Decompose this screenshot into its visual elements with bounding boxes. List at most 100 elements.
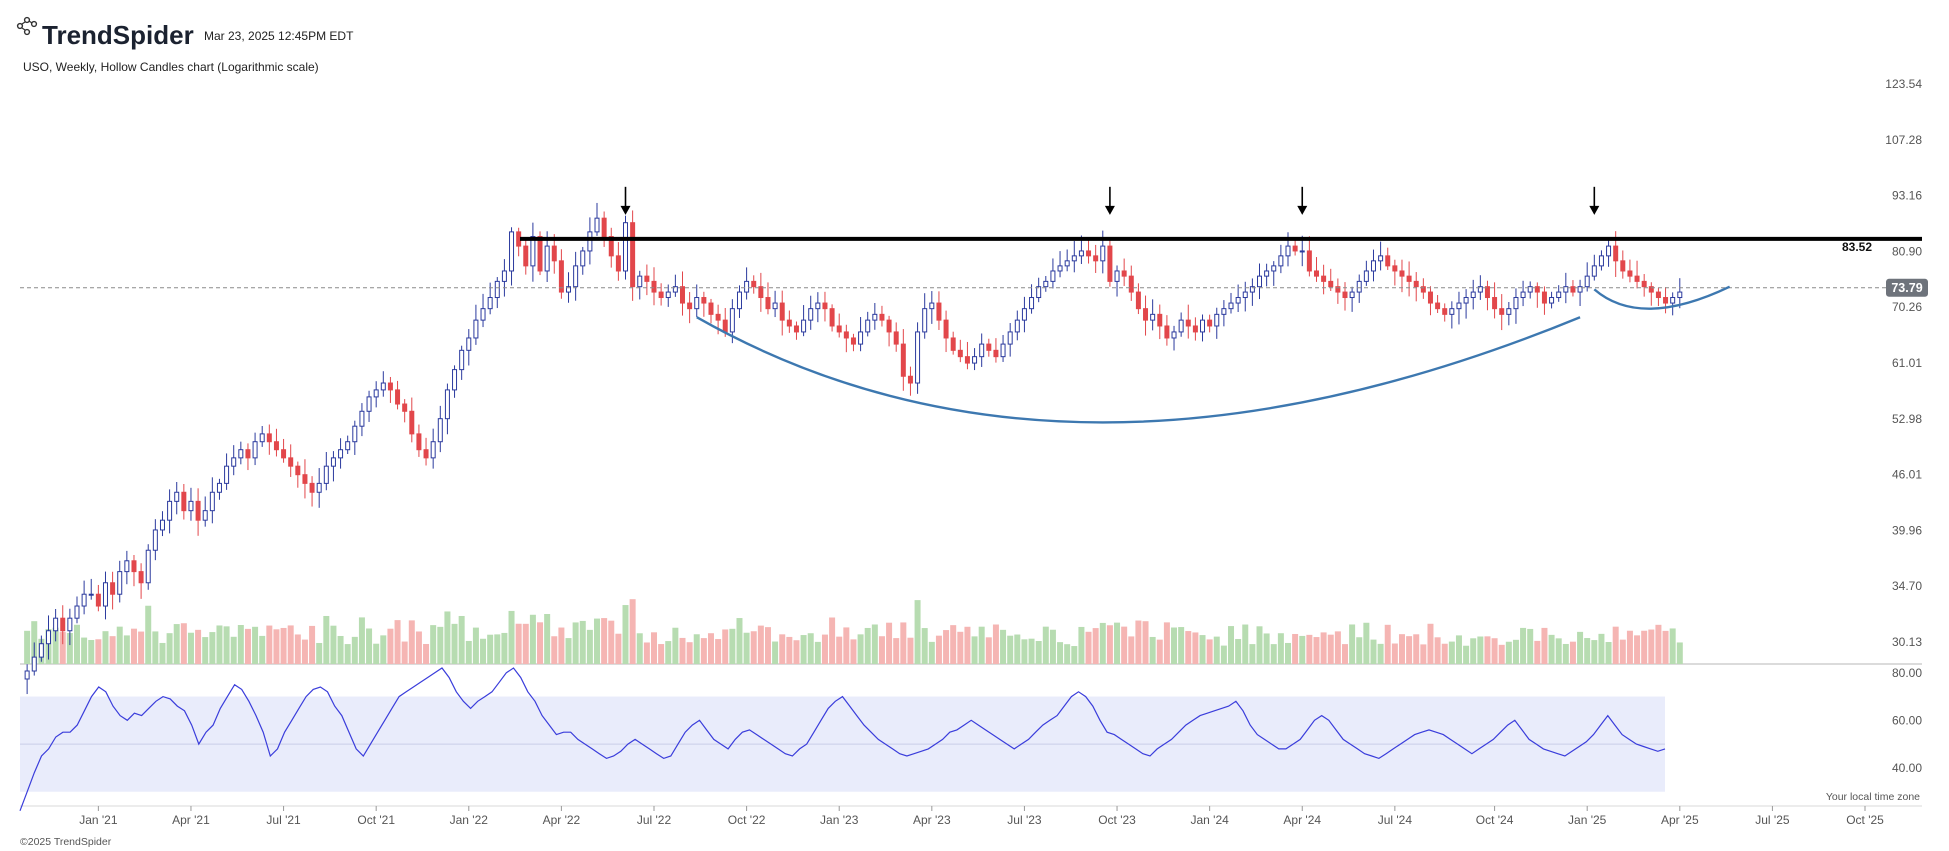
candle — [1306, 236, 1312, 277]
volume-bar — [1185, 631, 1192, 664]
candle — [772, 290, 778, 318]
price-y-tick: 123.54 — [1885, 77, 1922, 91]
volume-bar — [608, 620, 615, 664]
volume-bar — [1049, 629, 1056, 664]
volume-bar — [522, 623, 529, 664]
volume-bar — [1356, 637, 1363, 664]
volume-bar — [1142, 621, 1149, 664]
x-tick-label: Jan '24 — [1190, 813, 1229, 827]
candle — [658, 283, 664, 306]
price-y-tick: 52.98 — [1892, 412, 1922, 426]
volume-bar — [1341, 644, 1348, 664]
x-tick: Jan '21 — [79, 806, 118, 827]
volume-bar — [935, 635, 942, 664]
volume-bar — [693, 634, 700, 664]
volume-bar — [1099, 622, 1106, 664]
candle — [138, 563, 144, 599]
x-tick: Oct '23 — [1098, 806, 1136, 827]
candle — [1677, 278, 1683, 309]
volume-bar — [1064, 644, 1071, 664]
volume-bar — [1135, 620, 1142, 664]
down-arrow-icon — [1589, 186, 1600, 215]
volume-bar — [1406, 636, 1413, 664]
x-tick: Oct '25 — [1846, 806, 1884, 827]
volume-bar — [1377, 643, 1384, 664]
volume-bar — [1042, 626, 1049, 664]
volume-bar — [715, 639, 722, 664]
candle — [1513, 288, 1519, 324]
volume-bar — [586, 629, 593, 664]
candle — [815, 292, 821, 323]
candle — [1598, 250, 1604, 271]
brand-logo-icon — [16, 16, 38, 36]
candle — [708, 298, 714, 324]
volume-bar — [1505, 641, 1512, 664]
volume-bar — [465, 640, 472, 664]
candle — [1021, 296, 1027, 333]
candle — [1356, 274, 1362, 303]
volume-bar — [1484, 636, 1491, 664]
volume-bar — [216, 625, 223, 664]
volume-bar — [636, 633, 643, 664]
candle — [1221, 300, 1227, 327]
volume-bar — [1156, 639, 1163, 664]
candle — [1164, 315, 1170, 346]
candle — [1107, 237, 1113, 287]
candle — [1463, 289, 1469, 319]
volume-bar — [109, 636, 116, 664]
x-tick: Apr '25 — [1661, 806, 1699, 827]
volume-bar — [793, 640, 800, 664]
volume-bar — [1192, 632, 1199, 664]
candle — [1606, 238, 1612, 267]
candle — [494, 277, 500, 309]
candle — [1670, 292, 1676, 316]
volume-bar — [1641, 630, 1648, 664]
candle — [523, 238, 529, 275]
candle — [1435, 295, 1441, 313]
candle — [836, 313, 842, 338]
handle-curve — [1593, 285, 1731, 310]
volume-bar — [757, 625, 764, 664]
candle — [900, 329, 906, 391]
volume-bar — [230, 636, 237, 664]
candle — [330, 451, 336, 482]
candle — [102, 571, 108, 620]
volume-bar — [415, 631, 422, 664]
price-y-tick: 107.28 — [1885, 133, 1922, 147]
candle — [858, 317, 864, 352]
candle — [430, 428, 436, 469]
volume-bar — [1128, 636, 1135, 664]
volume-bar — [102, 631, 109, 664]
price-y-tick: 46.01 — [1892, 468, 1922, 482]
volume-bar — [943, 630, 950, 664]
candle — [808, 295, 814, 330]
candle — [67, 608, 73, 646]
volume-bar — [985, 637, 992, 664]
candle — [387, 376, 393, 403]
candle — [1093, 244, 1099, 273]
candle — [24, 664, 30, 695]
volume-bar — [1427, 623, 1434, 664]
x-tick-label: Jul '25 — [1755, 813, 1790, 827]
candle — [850, 333, 856, 352]
volume-bar — [1313, 637, 1320, 664]
candle — [1242, 281, 1248, 312]
volume-bar — [1085, 631, 1092, 664]
volume-bar — [1349, 624, 1356, 664]
volume-bar — [294, 634, 301, 664]
candle — [309, 476, 315, 507]
volume-bar — [907, 637, 914, 664]
volume-bar — [301, 639, 308, 664]
volume-bar — [330, 625, 337, 664]
volume-bar — [1605, 642, 1612, 664]
volume-bar — [779, 634, 786, 664]
x-tick-label: Oct '22 — [728, 813, 766, 827]
volume-bar — [237, 625, 244, 664]
candle — [81, 580, 87, 615]
volume-bar — [893, 638, 900, 664]
x-tick: Jan '23 — [820, 806, 859, 827]
candle — [1534, 282, 1540, 308]
candle — [936, 291, 942, 330]
volume-bar — [423, 643, 430, 664]
cup-curve — [696, 316, 1581, 424]
